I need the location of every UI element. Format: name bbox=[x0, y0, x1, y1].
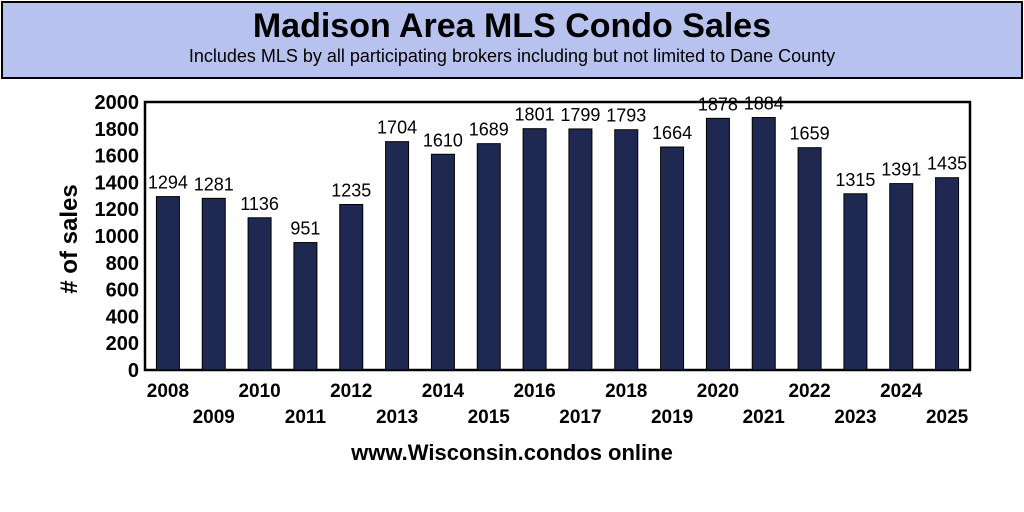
x-tick-label: 2025 bbox=[926, 407, 969, 428]
y-tick-label: 1600 bbox=[95, 146, 140, 168]
y-tick-label: 0 bbox=[128, 360, 139, 382]
bar bbox=[385, 141, 410, 371]
x-tick-label: 2011 bbox=[285, 407, 327, 428]
x-tick-label: 2019 bbox=[651, 407, 693, 428]
chart-subtitle: Includes MLS by all participating broker… bbox=[188, 46, 836, 66]
x-tick-label: 2016 bbox=[513, 381, 555, 402]
data-label: 1435 bbox=[927, 154, 967, 174]
x-tick-label: 2010 bbox=[238, 381, 280, 402]
data-label: 1281 bbox=[194, 174, 234, 194]
bar bbox=[155, 196, 180, 371]
x-axis-label: www.Wisconsin.condos online bbox=[351, 440, 673, 465]
bar bbox=[522, 128, 547, 371]
data-label: 1235 bbox=[331, 181, 371, 201]
data-label: 1610 bbox=[423, 130, 463, 150]
x-tick-label: 2017 bbox=[559, 407, 601, 428]
y-tick-label: 2000 bbox=[95, 92, 140, 114]
bar bbox=[889, 183, 914, 371]
data-label: 1884 bbox=[744, 94, 784, 114]
data-label: 1391 bbox=[881, 160, 921, 180]
data-label: 1664 bbox=[652, 123, 692, 143]
y-tick-label: 800 bbox=[106, 253, 139, 275]
data-label: 1878 bbox=[698, 94, 738, 114]
data-label: 1801 bbox=[515, 105, 555, 125]
x-tick-label: 2022 bbox=[788, 381, 830, 402]
x-tick-label: 2015 bbox=[468, 407, 511, 428]
data-label: 1799 bbox=[560, 105, 600, 125]
data-label: 1689 bbox=[469, 120, 509, 140]
bar bbox=[751, 117, 776, 371]
x-tick-label: 2024 bbox=[880, 381, 923, 402]
data-label: 1294 bbox=[148, 173, 188, 193]
bar bbox=[705, 117, 730, 371]
y-tick-label: 1400 bbox=[95, 172, 140, 194]
x-tick-label: 2018 bbox=[605, 381, 647, 402]
data-label: 1659 bbox=[790, 124, 830, 144]
data-label: 951 bbox=[290, 219, 320, 239]
x-tick-label: 2021 bbox=[743, 407, 786, 428]
chart-title: Madison Area MLS Condo Sales bbox=[252, 7, 772, 45]
bar bbox=[614, 129, 639, 371]
bar bbox=[247, 217, 272, 371]
bar bbox=[293, 242, 318, 371]
bar bbox=[430, 153, 455, 371]
data-label: 1136 bbox=[240, 194, 279, 214]
x-tick-label: 2014 bbox=[422, 381, 465, 402]
y-tick-label: 400 bbox=[106, 306, 139, 328]
bar bbox=[201, 197, 226, 371]
y-tick-label: 1200 bbox=[95, 199, 140, 221]
bar bbox=[935, 177, 960, 371]
bar bbox=[339, 204, 364, 371]
y-tick-label: 200 bbox=[106, 333, 139, 355]
bar bbox=[476, 143, 501, 371]
x-tick-label: 2020 bbox=[697, 381, 739, 402]
bar bbox=[568, 128, 593, 371]
header-banner: Madison Area MLS Condo Sales Includes ML… bbox=[1, 1, 1023, 79]
data-label: 1793 bbox=[606, 106, 646, 126]
x-tick-label: 2023 bbox=[834, 407, 876, 428]
bar bbox=[843, 193, 868, 371]
x-tick-label: 2013 bbox=[376, 407, 418, 428]
data-label: 1315 bbox=[835, 170, 875, 190]
y-tick-label: 1800 bbox=[95, 119, 140, 141]
bar bbox=[797, 147, 822, 371]
y-tick-label: 600 bbox=[106, 280, 139, 302]
bar bbox=[660, 146, 685, 371]
x-tick-label: 2012 bbox=[330, 381, 372, 402]
y-tick-label: 1000 bbox=[95, 226, 140, 248]
plot-frame bbox=[143, 100, 972, 372]
data-label: 1704 bbox=[377, 118, 417, 138]
x-tick-label: 2009 bbox=[193, 407, 235, 428]
x-tick-label: 2008 bbox=[147, 381, 189, 402]
